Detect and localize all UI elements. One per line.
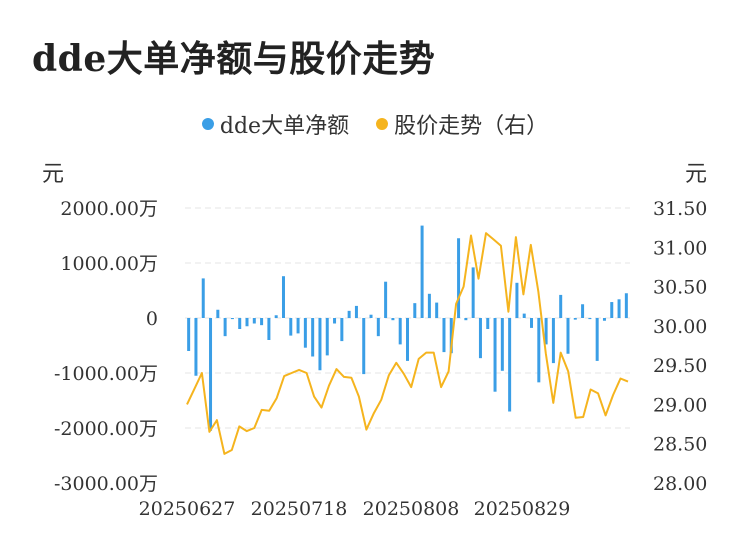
- left-tick-label: 1000.00万: [60, 253, 158, 275]
- bar: [296, 318, 300, 334]
- x-tick-label: 20250829: [474, 498, 571, 520]
- bar: [340, 318, 344, 342]
- bar: [500, 318, 504, 371]
- bar: [230, 318, 234, 320]
- bar: [223, 318, 227, 337]
- x-tick-label: 20250808: [363, 498, 460, 520]
- bar: [464, 318, 468, 321]
- right-tick-label: 30.50: [653, 277, 707, 299]
- bar: [573, 318, 577, 320]
- left-tick-label: -3000.00万: [54, 473, 158, 495]
- bar: [376, 318, 380, 337]
- bar: [624, 293, 628, 318]
- bar: [354, 305, 358, 318]
- bar: [610, 302, 614, 318]
- bar: [551, 318, 555, 364]
- bar: [347, 310, 351, 318]
- bar: [303, 318, 307, 348]
- right-tick-label: 29.50: [653, 355, 707, 377]
- right-tick-label: 28.00: [653, 473, 707, 495]
- right-tick-label: 28.50: [653, 434, 707, 456]
- right-tick-label: 31.00: [653, 237, 707, 259]
- bar: [522, 313, 526, 318]
- legend-item-dde[interactable]: dde大单净额: [201, 108, 350, 140]
- bar: [420, 225, 424, 318]
- legend-label-price: 股价走势（右）: [394, 114, 549, 139]
- legend-dot-icon: [376, 118, 389, 130]
- x-tick-label: 20250718: [251, 498, 348, 520]
- bar: [530, 318, 534, 328]
- left-tick-label: -1000.00万: [54, 363, 158, 385]
- right-tick-label: 30.00: [653, 316, 707, 338]
- left-tick-label: -2000.00万: [54, 418, 158, 440]
- bar: [260, 318, 264, 326]
- bar: [581, 304, 585, 318]
- bar: [384, 281, 388, 318]
- bar: [588, 318, 592, 320]
- left-axis-unit: 元: [42, 162, 65, 187]
- legend: dde大单净额 股价走势（右）: [0, 108, 750, 140]
- bar: [187, 318, 191, 351]
- x-tick-label: 20250627: [139, 498, 236, 520]
- bar: [216, 309, 220, 318]
- bar: [413, 303, 417, 318]
- bar: [595, 318, 599, 361]
- bar: [457, 238, 461, 318]
- bar: [435, 302, 439, 318]
- bar: [406, 318, 409, 361]
- bar: [252, 318, 256, 324]
- legend-label-dde: dde大单净额: [219, 114, 350, 139]
- bar: [274, 315, 278, 318]
- bar: [493, 318, 497, 392]
- bar: [201, 278, 205, 318]
- bar: [427, 293, 431, 318]
- bar: [325, 318, 329, 356]
- bar: [559, 294, 563, 318]
- legend-item-price[interactable]: 股价走势（右）: [376, 108, 548, 140]
- bar: [245, 318, 249, 327]
- chart-title: dde大单净额与股价走势: [32, 38, 436, 80]
- bar: [311, 318, 315, 357]
- left-tick-label: 0: [146, 308, 158, 330]
- bar: [369, 314, 373, 318]
- bar: [602, 318, 606, 321]
- bar: [442, 318, 446, 353]
- bar: [449, 318, 453, 354]
- legend-dot-icon: [201, 118, 214, 130]
- bar: [194, 318, 198, 376]
- price-line: [186, 232, 629, 455]
- bar: [508, 318, 512, 412]
- left-tick-label: 2000.00万: [60, 198, 158, 220]
- bar: [209, 318, 213, 431]
- bar: [544, 318, 548, 345]
- right-tick-label: 29.00: [653, 394, 707, 416]
- bar: [238, 318, 242, 329]
- bar: [267, 318, 271, 340]
- bar: [515, 282, 519, 318]
- bar: [333, 318, 337, 324]
- bar: [318, 318, 322, 371]
- bar: [398, 318, 402, 345]
- bar: [478, 318, 482, 359]
- bar: [537, 318, 541, 383]
- bar: [281, 276, 285, 318]
- right-tick-label: 31.50: [653, 198, 707, 220]
- bar: [391, 318, 395, 321]
- bar: [566, 318, 570, 354]
- bar: [486, 318, 490, 329]
- bar: [362, 318, 366, 375]
- bar: [617, 299, 621, 318]
- bar: [289, 318, 293, 336]
- bar: [471, 267, 475, 318]
- right-axis-unit: 元: [685, 162, 708, 187]
